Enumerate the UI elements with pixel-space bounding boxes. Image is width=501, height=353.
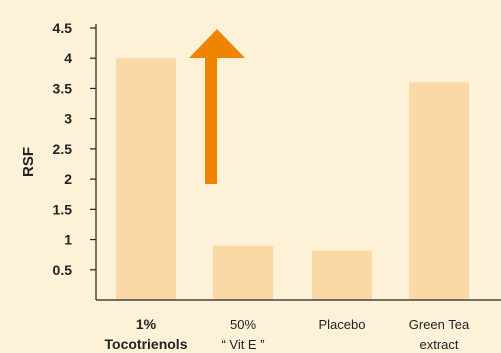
bar [409,82,469,301]
y-axis-label: RSF [20,147,37,177]
up-arrow-annotation [189,29,245,184]
x-category-label: extract [419,337,458,352]
bars-layer [116,58,469,301]
x-category-label: Tocotrienols [105,336,188,352]
y-tick-label: 1.5 [53,201,73,217]
axis-layer [90,24,501,301]
x-category-label: Placebo [319,317,366,332]
arrow-layer [189,29,245,184]
y-tick-label: 1 [64,232,72,248]
y-tick-label: 2 [64,171,72,187]
labels-layer: 0.5 1 1.5 2 2.5 3 3.5 4 4.5 RSF 1% Tocotrienols 50% “… [20,20,470,352]
x-category-label: 1% [136,316,157,332]
x-category-label: Green Tea [409,317,470,332]
y-tick-label: 3.5 [53,80,73,96]
y-tick-label: 4.5 [53,20,73,36]
x-category-label: 50% [230,317,256,332]
bar [312,250,372,300]
x-category-label: “ Vit E ” [221,337,264,352]
y-tick-label: 3 [64,111,72,127]
bar [213,245,273,300]
y-tick-label: 2.5 [53,141,73,157]
bar [116,58,176,300]
y-tick-label: 0.5 [53,262,73,278]
y-tick-label: 4 [64,50,72,66]
